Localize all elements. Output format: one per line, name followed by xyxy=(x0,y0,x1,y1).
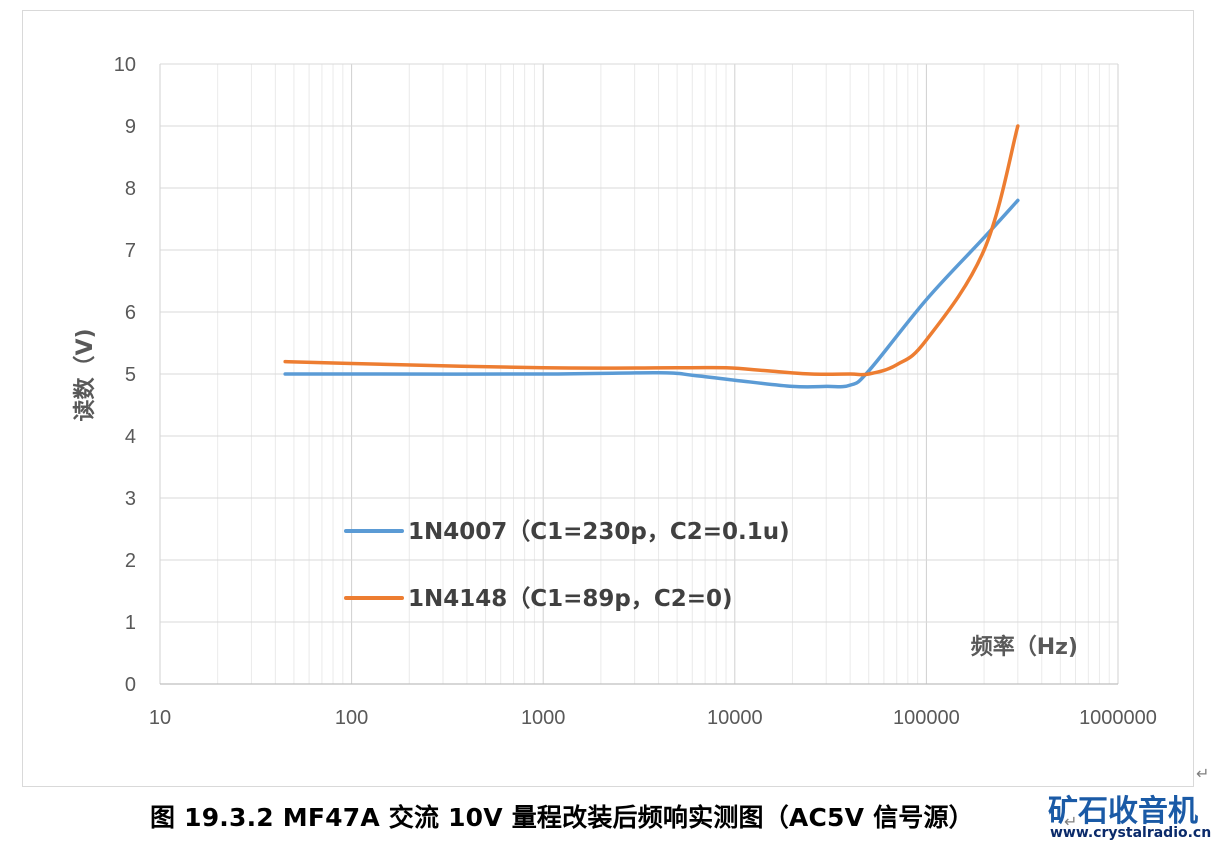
x-tick-label: 1000 xyxy=(521,707,566,729)
watermark-url: www.crystalradio.cn xyxy=(1050,825,1212,841)
y-tick-label: 4 xyxy=(125,426,136,448)
y-tick-label: 9 xyxy=(125,116,136,138)
legend-label-1n4007: 1N4007（C1=230p，C2=0.1u) xyxy=(408,518,790,545)
y-tick-label: 10 xyxy=(114,54,136,76)
watermark-logo-text: 矿石收音机 xyxy=(1048,794,1198,829)
series-layer xyxy=(283,124,1020,389)
x-tick-label: 100000 xyxy=(893,707,960,729)
legend: 1N4007（C1=230p，C2=0.1u) 1N4148（C1=89p，C2… xyxy=(344,518,790,612)
y-tick-label: 6 xyxy=(125,302,136,324)
x-tick-label: 10 xyxy=(149,707,171,729)
series-line-1n4148 xyxy=(283,124,1020,377)
x-tick-label: 1000000 xyxy=(1079,707,1157,729)
paragraph-mark: ↵ xyxy=(1196,764,1210,783)
x-axis-title: 频率（Hz) xyxy=(971,634,1078,660)
y-tick-label: 8 xyxy=(125,178,136,200)
y-tick-label: 5 xyxy=(125,364,136,386)
x-tick-label: 100 xyxy=(335,707,368,729)
y-tick-label: 3 xyxy=(125,488,136,510)
paragraph-mark-caption: ↵ xyxy=(1064,812,1078,831)
y-tick-label: 1 xyxy=(125,612,136,634)
legend-label-1n4148: 1N4148（C1=89p，C2=0) xyxy=(408,585,733,612)
y-tick-label: 7 xyxy=(125,240,136,262)
series-line-1n4007 xyxy=(283,198,1020,389)
y-tick-label: 2 xyxy=(125,550,136,572)
x-tick-label: 10000 xyxy=(707,707,763,729)
y-tick-label: 0 xyxy=(125,674,136,696)
site-watermark: 矿石收音机 www.crystalradio.cn xyxy=(1044,786,1212,844)
y-axis-title: 读数（V) xyxy=(72,328,98,421)
figure-caption: 图 19.3.2 MF47A 交流 10V 量程改装后频响实测图（AC5V 信号… xyxy=(150,803,974,832)
tick-labels: 10 100 1000 10000 100000 1000000 0 1 2 3 4 5 6 7 8 9 10 xyxy=(114,54,1157,729)
